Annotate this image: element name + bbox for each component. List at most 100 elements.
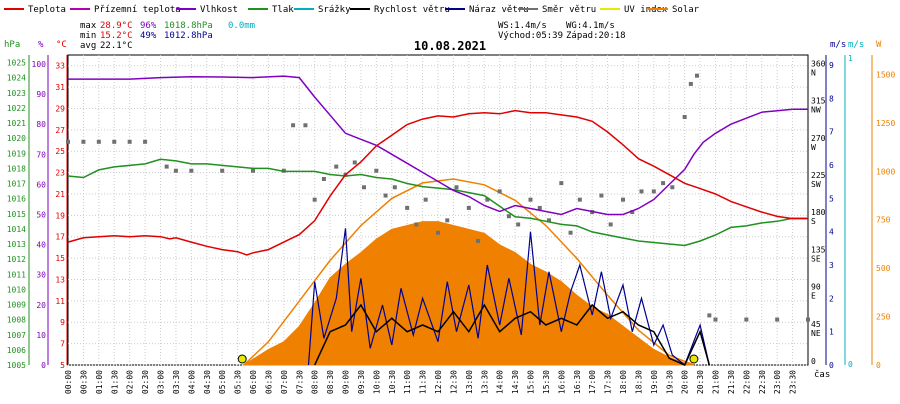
series-wind-direction-point: [143, 139, 148, 144]
stat-min-hum: 49%: [140, 31, 157, 41]
legend-label: Vlhkost: [200, 5, 238, 15]
ms-tick-label: 6: [829, 161, 834, 170]
hpa-tick-label: 1016: [7, 195, 26, 204]
stat-max-hum: 96%: [140, 21, 157, 31]
x-tick-label: 16:00: [557, 370, 566, 394]
x-tick-label: 11:30: [419, 370, 428, 394]
series-wind-direction-point: [303, 123, 308, 128]
series-wind-direction-point: [383, 193, 388, 198]
series-wind-direction-point: [485, 197, 490, 202]
ms-tick-label: 0: [829, 361, 834, 370]
stat-avg-temp: 22.1°C: [100, 41, 133, 51]
c-tick-label: 5: [60, 361, 65, 370]
series-wind-direction-point: [476, 239, 481, 243]
series-wind-direction-point: [775, 317, 780, 322]
hpa-tick-label: 1022: [7, 104, 26, 113]
pct-tick-label: 70: [36, 150, 46, 159]
series-wind-direction-point: [312, 197, 317, 202]
x-tick-label: 13:00: [465, 370, 474, 394]
series-wind-direction-point: [164, 164, 169, 169]
w-tick-label: 1250: [876, 119, 895, 128]
x-tick-label: 22:30: [758, 370, 767, 394]
hpa-tick-label: 1017: [7, 180, 26, 189]
stats-panel: max 28.9°C 96% 1018.8hPa 0.0mm min 15.2°…: [80, 21, 626, 51]
c-tick-label: 33: [55, 62, 65, 71]
mm-tick-label: 0: [848, 360, 853, 369]
x-tick-label: 04:30: [203, 370, 212, 394]
stat-ws: WS:1.4m/s: [498, 21, 547, 31]
pct-tick-label: 10: [36, 331, 46, 340]
legend-label: Náraz větru: [469, 5, 529, 15]
series-wind-direction-point: [466, 205, 471, 210]
w-tick-label: 750: [876, 216, 891, 225]
c-tick-label: 27: [55, 126, 65, 135]
dir-tick-compass: S: [811, 217, 816, 226]
axis-unit-pct: %: [38, 40, 44, 50]
legend-label: Směr větru: [542, 5, 596, 15]
hpa-tick-label: 1024: [7, 74, 26, 83]
dir-tick-compass: NE: [811, 329, 821, 338]
x-tick-label: 20:30: [696, 370, 705, 394]
series-wind-direction-point: [362, 185, 366, 190]
x-tick-label: 00:30: [79, 370, 88, 394]
series-wind-direction-point: [599, 193, 604, 198]
series-humidity-line: [68, 75, 808, 216]
c-tick-label: 7: [60, 340, 65, 349]
hpa-tick-label: 1014: [7, 225, 26, 234]
x-tick-label: 09:30: [357, 370, 366, 394]
x-tick-label: 17:30: [604, 370, 613, 394]
legend-label: Tlak: [272, 5, 294, 15]
x-tick-label: 08:30: [326, 370, 335, 394]
hpa-tick-label: 1025: [7, 59, 26, 68]
stat-max-temp: 28.9°C: [100, 21, 133, 31]
stat-min-label: min: [80, 31, 96, 41]
axis-unit-c: °C: [56, 40, 67, 50]
x-tick-label: 10:30: [388, 370, 397, 394]
series-wind-direction-point: [423, 197, 428, 202]
series-wind-direction-point: [96, 139, 101, 144]
series-wind-direction-point: [445, 218, 450, 223]
x-tick-label: 19:00: [650, 370, 659, 394]
dir-tick-label: 0: [811, 357, 816, 366]
x-tick-label: 21:30: [727, 370, 736, 394]
series-wind-direction-point: [707, 313, 712, 318]
c-tick-label: 29: [55, 104, 65, 113]
ms-tick-label: 5: [829, 194, 834, 203]
dir-tick-label: 180: [811, 208, 826, 217]
pct-tick-label: 90: [36, 90, 46, 99]
series-wind-direction-point: [670, 185, 675, 190]
series-wind-direction-point: [220, 168, 225, 173]
c-tick-label: 21: [55, 190, 65, 199]
x-tick-label: 01:30: [110, 370, 119, 394]
x-tick-label: 08:00: [311, 370, 320, 394]
left-axes: hPa% °C1025102410231022102110201019101810…: [4, 40, 68, 370]
series-wind-direction-point: [321, 177, 326, 181]
pct-tick-label: 20: [36, 301, 46, 310]
ms-tick-label: 4: [829, 228, 834, 237]
legend-label: Solar: [672, 5, 700, 15]
x-tick-label: 16:30: [573, 370, 582, 394]
pct-tick-label: 0: [41, 361, 46, 370]
stat-sunset: Západ:20:18: [566, 31, 626, 41]
x-tick-label: 20:00: [681, 370, 690, 394]
series-wind-direction-point: [621, 197, 625, 202]
series-wind-direction-point: [516, 222, 521, 227]
dir-tick-label: 360: [811, 59, 826, 68]
series-wind-direction-point: [506, 214, 511, 219]
x-tick-label: 12:30: [449, 370, 458, 394]
series-layer: [66, 73, 810, 366]
series-wind-direction-point: [127, 139, 132, 144]
series-wind-direction-point: [66, 139, 70, 144]
pct-tick-label: 30: [36, 271, 46, 280]
pct-tick-label: 60: [36, 180, 46, 189]
x-tick-label: 06:00: [249, 370, 258, 394]
series-wind-direction-point: [695, 73, 699, 78]
hpa-tick-label: 1012: [7, 255, 26, 264]
hpa-tick-label: 1010: [7, 285, 26, 294]
x-tick-label: 10:00: [372, 370, 381, 394]
series-wind-direction-point: [713, 317, 718, 322]
series-wind-speed-line: [314, 303, 711, 366]
hpa-tick-label: 1013: [7, 240, 26, 249]
series-wind-direction-point: [436, 230, 440, 235]
